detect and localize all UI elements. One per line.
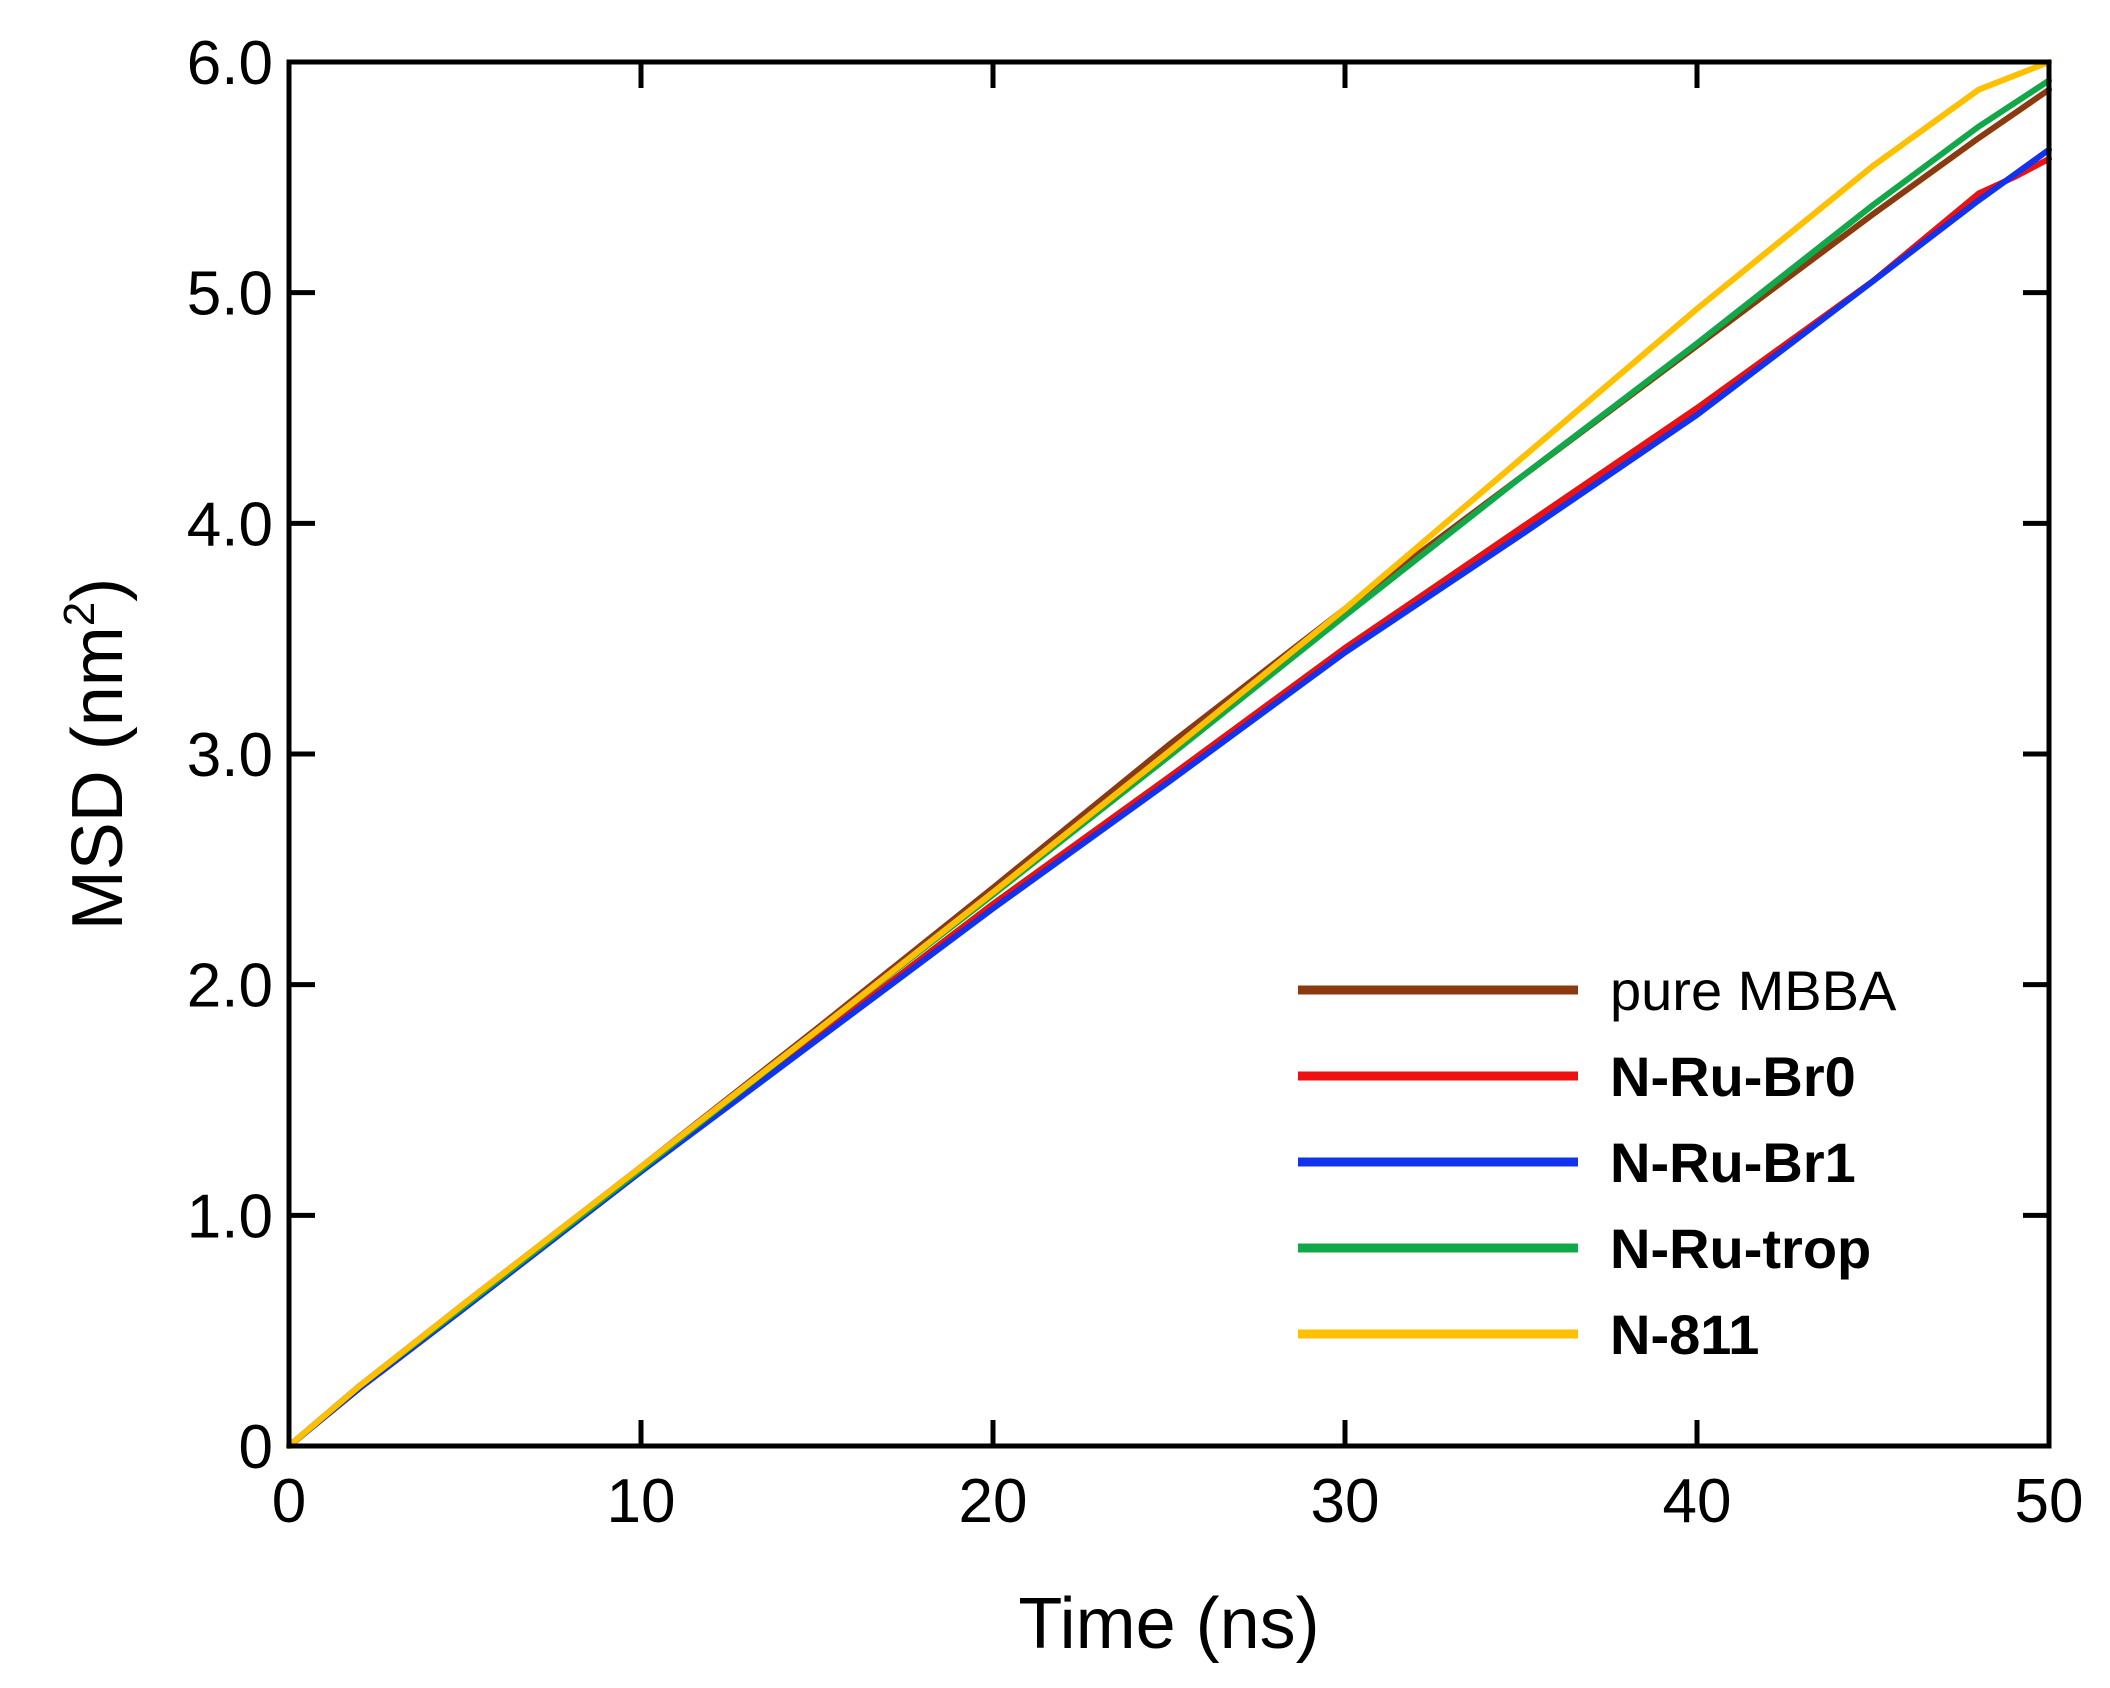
x-tick-label-5: 50 [2015,1467,2084,1536]
series-line-4 [286,59,2052,1449]
ticks-layer [286,59,2052,1449]
x-tick-label-1: 10 [607,1467,676,1536]
y-tick-label-5: 5.0 [187,260,273,329]
y-tick-label-6: 6.0 [187,29,273,98]
legend-label-1: N-Ru-Br0 [1610,1045,1856,1108]
legend-label-0: pure MBBA [1610,959,1897,1022]
tick-labels-layer: 0 10 20 30 40 50 0 1.0 2.0 3.0 4.0 5.0 6.0 [187,29,2084,1536]
legend: pure MBBA N-Ru-Br0 N-Ru-Br1 N-Ru-trop N-811 [1298,959,1897,1366]
y-axis-title-main: MSD (nm [58,626,138,930]
series-layer [286,59,2052,1449]
y-tick-label-2: 2.0 [187,952,273,1021]
y-axis-title: MSD (nm2) [55,578,138,930]
x-tick-label-4: 40 [1663,1467,1732,1536]
legend-label-2: N-Ru-Br1 [1610,1131,1856,1194]
x-tick-label-0: 0 [272,1467,306,1536]
legend-label-4: N-811 [1610,1303,1759,1366]
x-tick-label-2: 20 [959,1467,1028,1536]
legend-label-3: N-Ru-trop [1610,1217,1871,1280]
y-axis-title-superscript: 2 [55,602,104,626]
x-tick-label-3: 30 [1311,1467,1380,1536]
y-tick-label-3: 3.0 [187,721,273,790]
x-axis-title: Time (ns) [1018,1584,1319,1664]
y-tick-label-1: 1.0 [187,1182,273,1251]
y-axis-title-close: ) [58,578,138,602]
y-tick-label-4: 4.0 [187,490,273,559]
y-tick-label-0: 0 [239,1413,273,1482]
